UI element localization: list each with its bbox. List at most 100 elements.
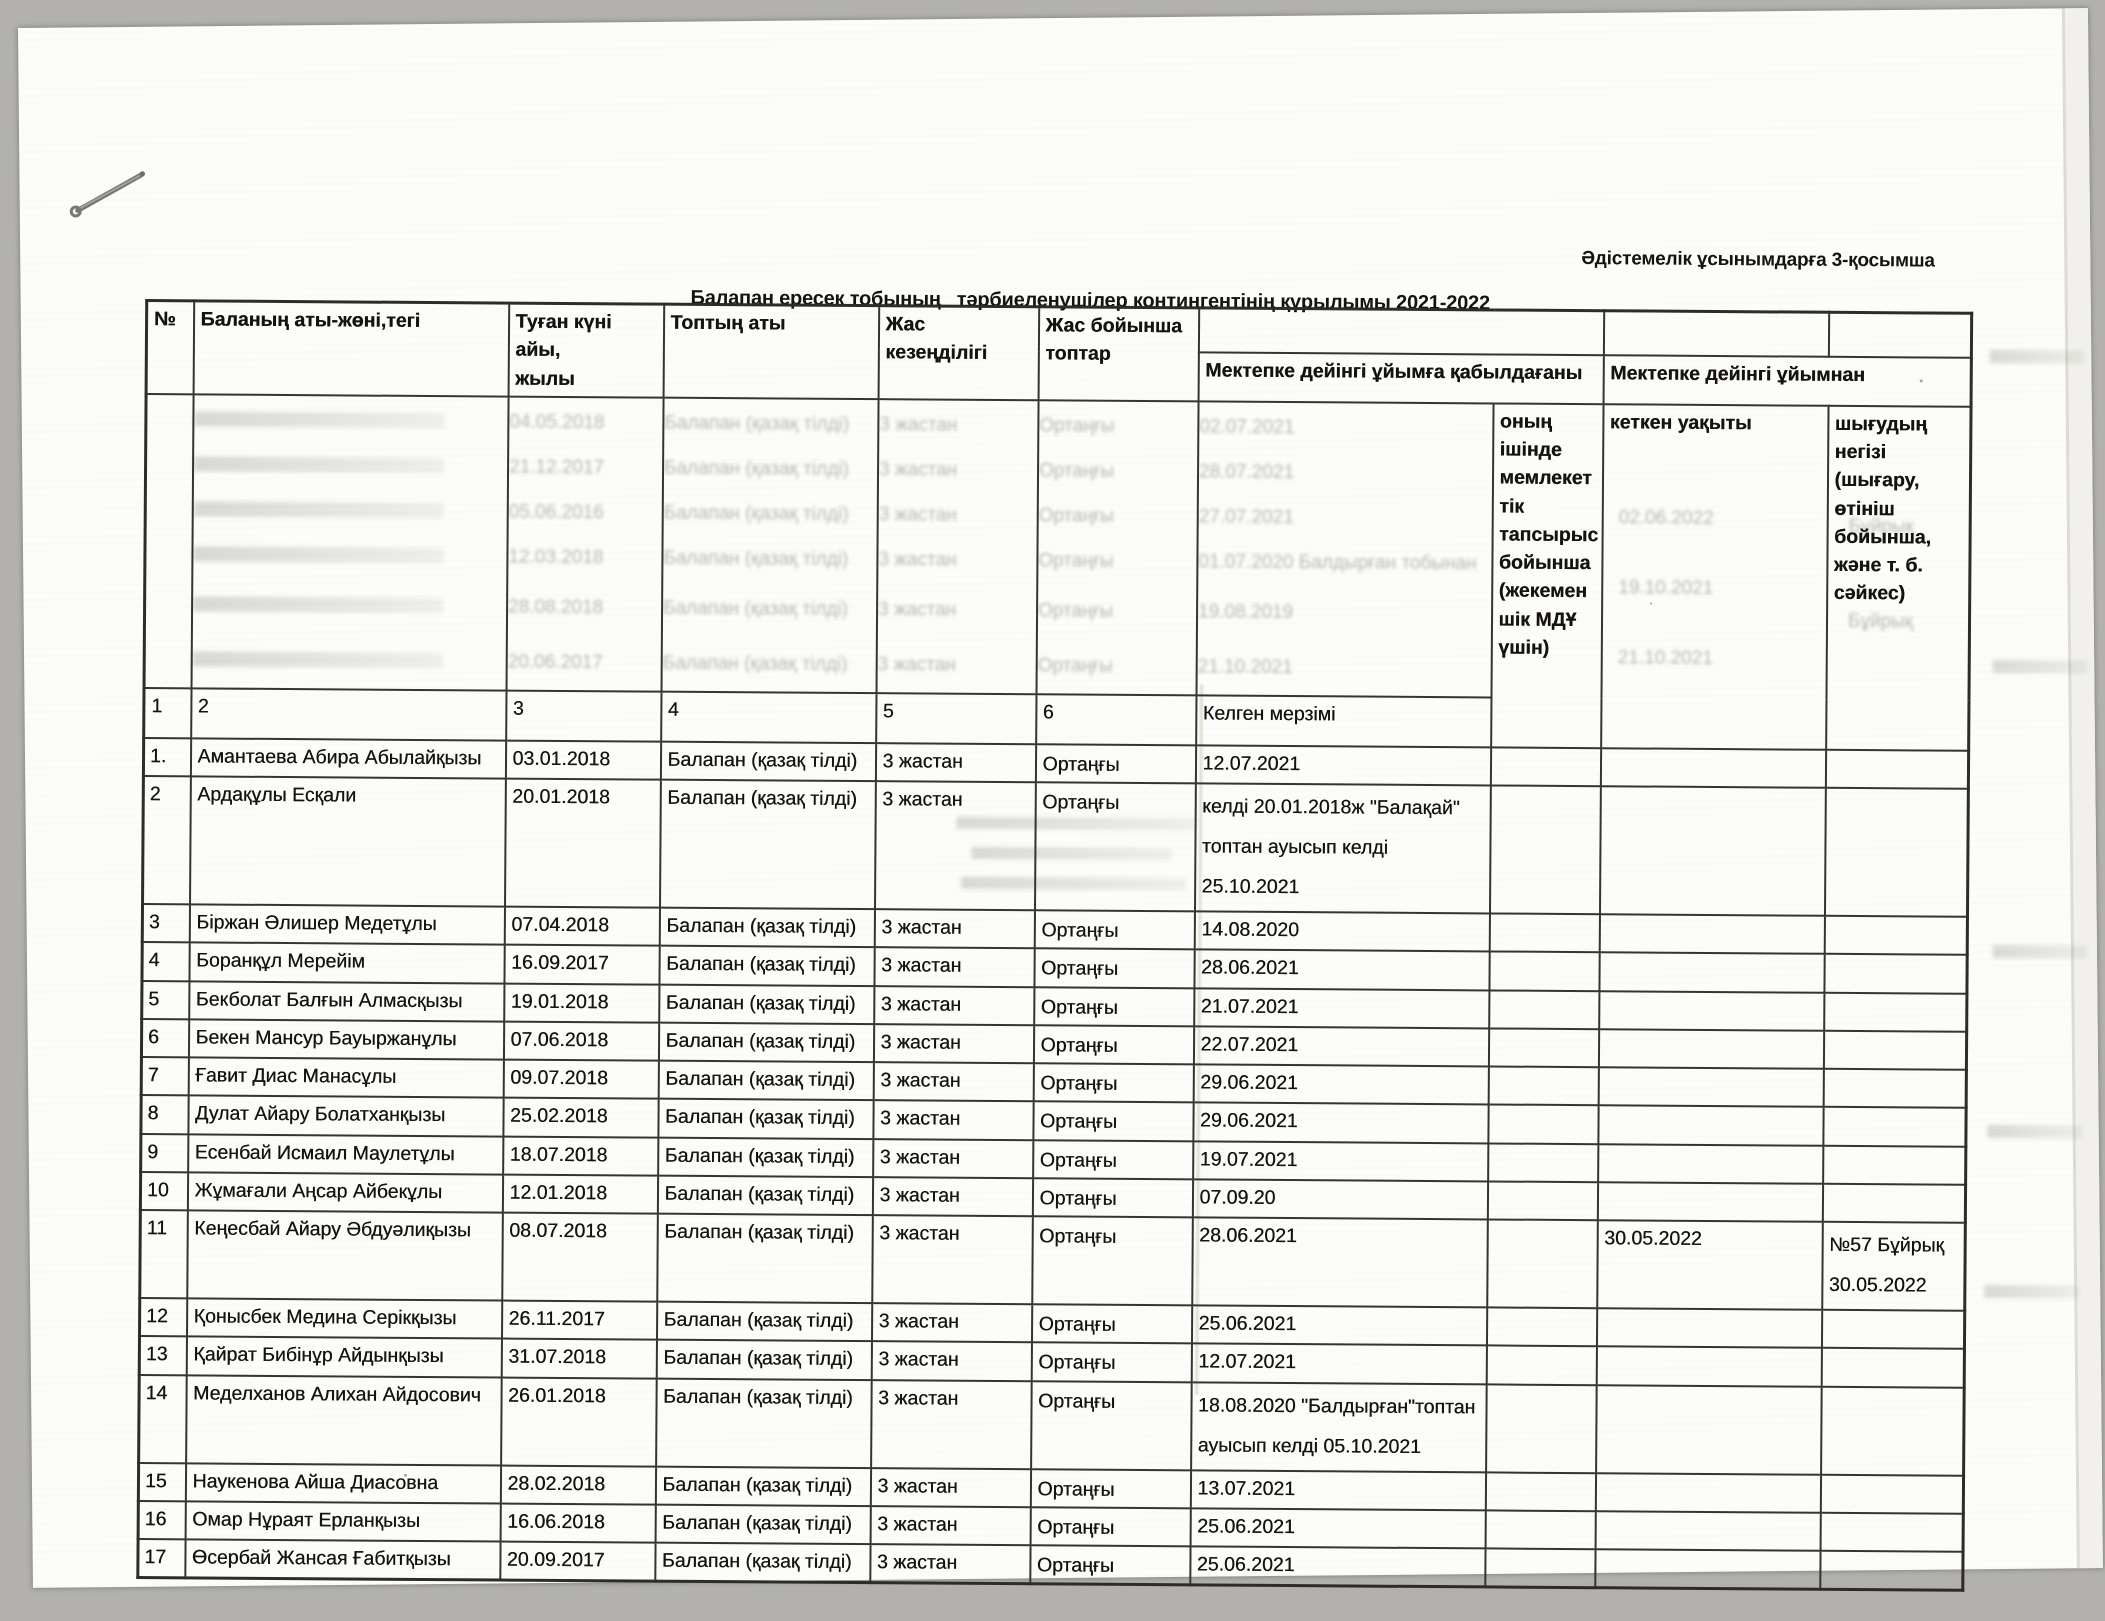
- gap-cell: [1036, 400, 1199, 696]
- cell-state: [1488, 989, 1599, 1029]
- cell-group: Балапан (қазақ тілді): [657, 1098, 874, 1139]
- cell-no: 9: [140, 1133, 188, 1173]
- gap-cell: [506, 396, 664, 692]
- cell-no: 16: [138, 1500, 186, 1540]
- header-leave-time: кеткен уақыты: [1600, 404, 1829, 750]
- cell-state: [1488, 951, 1600, 991]
- cell-reason: [1819, 1550, 1964, 1591]
- cell-age_period: 3 жастан: [869, 1544, 1031, 1585]
- cell-group: Балапан (қазақ тілді): [657, 1137, 873, 1177]
- cell-no: 8: [140, 1095, 189, 1134]
- cell-leave: [1595, 1384, 1822, 1475]
- cell-no: 2: [142, 776, 191, 905]
- cell-state: [1487, 1181, 1598, 1221]
- header-no: №: [146, 300, 194, 395]
- cell-group: Балапан (қазақ тілді): [658, 984, 874, 1024]
- cell-arrival: 28.06.2021: [1191, 1217, 1488, 1308]
- bleed-smear: [1987, 1124, 2083, 1139]
- gap-cell: [876, 398, 1039, 695]
- cell-leave: [1595, 1472, 1821, 1513]
- cell-age_period: 3 жастан: [874, 781, 1036, 911]
- cell-leave: [1598, 952, 1825, 993]
- cell-arrival: 25.06.2021: [1191, 1305, 1487, 1346]
- cell-leave: [1598, 1028, 1824, 1069]
- cell-group: Балапан (қазақ тілді): [656, 1301, 872, 1342]
- table-row: 14 Меделханов Алихан Айдосович 26.01.2018 Б…: [138, 1374, 1965, 1476]
- cell-name: Дулат Айару Болатханқызы: [187, 1095, 504, 1137]
- cell-birth: 16.06.2018: [500, 1503, 656, 1543]
- cell-state: [1488, 1066, 1599, 1106]
- cell-reason: [1822, 1107, 1967, 1147]
- cell-name: Біржан Әлишер Медетұлы: [189, 904, 505, 945]
- cell-age_group: Ортаңғы: [1033, 986, 1194, 1027]
- cell-name: Боранқұл Мерейім: [188, 942, 505, 984]
- table-row: 11 Кеңесбай Айару Әбдуәлиқызы 08.07.2018 Ба…: [139, 1210, 1966, 1311]
- cell-arrival: 12.07.2021: [1195, 745, 1491, 786]
- cell-birth: 12.01.2018: [502, 1174, 658, 1214]
- cell-group: Балапан (қазақ тілді): [655, 1378, 872, 1468]
- cell-no: 17: [137, 1539, 186, 1579]
- col-number-1: 1: [143, 687, 192, 739]
- bleed-smear: [1984, 1284, 2080, 1299]
- scanned-page: Әдістемелік ұсынымдарға 3-қосымша Балапа…: [18, 8, 2103, 1593]
- gap-cell: [144, 393, 194, 689]
- cell-age_group: Ортаңғы: [1030, 1468, 1191, 1509]
- cell-name: Наукенова Айша Диасовна: [185, 1462, 501, 1504]
- cell-arrival: 22.07.2021: [1193, 1026, 1489, 1067]
- table-row: 2 Ардақұлы Есқали 20.01.2018 Балапан (қазақ…: [142, 776, 1969, 917]
- cell-group: Балапан (қазақ тілді): [659, 779, 876, 910]
- cell-leave: 30.05.2022: [1596, 1220, 1823, 1310]
- cell-state: [1487, 1142, 1598, 1183]
- cell-reason: [1822, 1183, 1966, 1223]
- cell-name: Амантаева Абира Абылайқызы: [190, 738, 506, 779]
- cell-birth: 31.07.2018: [501, 1338, 657, 1379]
- cell-age_group: Ортаңғы: [1032, 1101, 1194, 1141]
- cell-no: 3: [142, 904, 190, 943]
- cell-state: [1485, 1510, 1596, 1550]
- cell-arrival: келді 20.01.2018ж "Балақай" топтан ауысы…: [1194, 783, 1491, 914]
- cell-age_period: 3 жастан: [870, 1505, 1031, 1546]
- header-age-period: Жас кезеңділігі: [878, 305, 1039, 401]
- cell-birth: 28.02.2018: [500, 1465, 656, 1505]
- cell-state: [1488, 1028, 1599, 1068]
- cell-reason: [1820, 1512, 1964, 1552]
- cell-no: 14: [138, 1374, 187, 1463]
- header-state-order: оның ішінде мемлекет тік тапсырыс бойынш…: [1490, 403, 1604, 749]
- gap-cell: [1196, 401, 1494, 698]
- cell-leave: [1596, 1308, 1822, 1349]
- cell-reason: №57 Бұйрық 30.05.2022: [1821, 1221, 1966, 1311]
- cell-name: Бекен Мансур Бауыржанұлы: [188, 1019, 504, 1060]
- cell-arrival: 07.09.20: [1192, 1179, 1488, 1220]
- cell-state: [1484, 1548, 1596, 1588]
- cell-arrival: 14.08.2020: [1194, 911, 1490, 952]
- cell-age_group: Ортаңғы: [1031, 1216, 1193, 1306]
- cell-name: Меделханов Алихан Айдосович: [185, 1374, 502, 1466]
- cell-arrival: 29.06.2021: [1192, 1102, 1489, 1143]
- cell-reason: [1825, 749, 1969, 789]
- cell-leave: [1599, 914, 1825, 955]
- cell-leave: [1599, 786, 1826, 916]
- staple-mark: [69, 171, 146, 218]
- cell-reason: [1821, 1309, 1965, 1350]
- cell-name: Кеңесбай Айару Әбдуәлиқызы: [186, 1210, 503, 1301]
- cell-state: [1485, 1383, 1597, 1473]
- cell-arrival: 19.07.2021: [1192, 1140, 1488, 1182]
- cell-no: 6: [141, 1018, 189, 1058]
- cell-reason: [1823, 1068, 1967, 1109]
- cell-age_group: Ортаңғы: [1035, 744, 1196, 784]
- cell-no: 13: [139, 1336, 187, 1375]
- cell-group: Балапан (қазақ тілді): [654, 1542, 871, 1583]
- cell-age_period: 3 жастан: [873, 1062, 1034, 1102]
- cell-state: [1489, 913, 1600, 953]
- cell-birth: 25.02.2018: [502, 1097, 659, 1138]
- bleed-smear: [1992, 659, 2088, 674]
- cell-leave: [1597, 1182, 1823, 1222]
- cell-age_group: Ортаңғы: [1029, 1545, 1191, 1586]
- cell-group: Балапан (қазақ тілді): [655, 1466, 871, 1506]
- cell-birth: 07.04.2018: [504, 906, 660, 946]
- cell-leave: [1598, 1067, 1824, 1108]
- cell-state: [1490, 747, 1601, 787]
- cell-no: 10: [140, 1171, 188, 1211]
- cell-birth: 16.09.2017: [503, 944, 660, 985]
- cell-state: [1487, 1104, 1599, 1144]
